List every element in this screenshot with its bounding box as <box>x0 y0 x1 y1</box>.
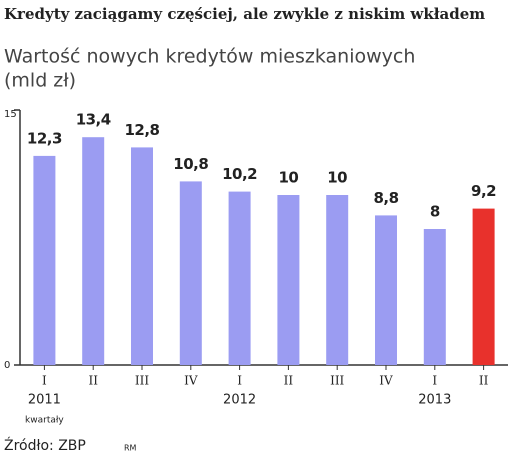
bar <box>179 181 202 365</box>
bar <box>472 208 495 365</box>
source: Źródło: ZBP <box>4 436 86 454</box>
value-label: 10,8 <box>173 155 208 173</box>
chart-title: Kredyty zaciągamy częściej, ale zwykle z… <box>4 5 485 23</box>
x-tick-label: I <box>237 374 242 388</box>
value-label: 13,4 <box>76 111 111 129</box>
x-tick-label: II <box>479 374 489 388</box>
value-label: 10 <box>327 169 347 187</box>
bar <box>131 147 153 365</box>
bar <box>326 195 349 365</box>
bar <box>228 191 251 365</box>
bar <box>33 155 56 365</box>
x-tick-label: IV <box>379 374 393 388</box>
y-tick-label: 15 <box>4 109 17 120</box>
group-label: 2013 <box>418 393 451 408</box>
value-label: 8 <box>430 203 440 221</box>
x-tick-label: IV <box>184 374 198 388</box>
x-tick-label: I <box>432 374 437 388</box>
x-tick-label: I <box>42 374 47 388</box>
group-label: 2011 <box>28 393 61 408</box>
value-label: 12,3 <box>27 129 62 147</box>
chart-subtitle: Wartość nowych kredytów mieszkaniowych <box>4 46 415 68</box>
value-label: 8,8 <box>373 189 398 207</box>
value-label: 12,8 <box>124 121 159 139</box>
credit: RM <box>124 444 137 453</box>
x-tick-label: III <box>135 374 149 388</box>
x-note: kwartały <box>25 416 64 426</box>
bar <box>423 229 446 365</box>
x-tick-label: III <box>330 374 344 388</box>
bar <box>82 137 105 365</box>
bar <box>375 215 397 365</box>
value-label: 9,2 <box>471 182 496 200</box>
group-label: 2012 <box>223 393 256 408</box>
y-tick-label: 0 <box>4 360 10 371</box>
bar <box>277 195 300 365</box>
value-label: 10 <box>278 169 298 187</box>
x-tick-label: II <box>284 374 294 388</box>
unit-label: (mld zł) <box>4 70 76 92</box>
value-label: 10,2 <box>222 165 257 183</box>
x-tick-label: II <box>88 374 98 388</box>
